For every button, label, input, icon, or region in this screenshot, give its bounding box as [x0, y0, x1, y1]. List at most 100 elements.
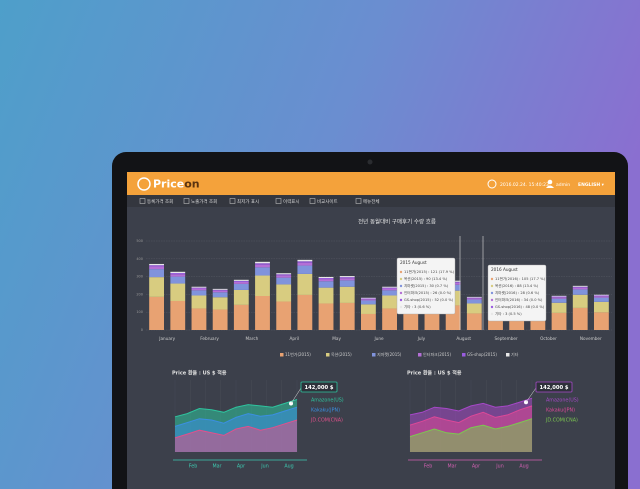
- price-chart: Price 환율 : US $ 적용 Amazone(US) Kakaku(JPN)…: [172, 370, 344, 470]
- series-label: JD.COM(CNA): [310, 418, 343, 424]
- tooltip-line: 인터파크(2015) : 26 (0.0 %): [404, 290, 452, 295]
- tooltip-bullet: [490, 277, 494, 281]
- logo: Priceon: [153, 178, 200, 191]
- bar-segment: [276, 277, 292, 285]
- tooltip-line: 기타 : 3 (0.5 %): [495, 311, 522, 316]
- bar-segment: [551, 296, 567, 298]
- user-icon: [547, 179, 553, 185]
- bar-segment: [551, 297, 567, 299]
- datetime: 2016.02.24. 15:40:23: [500, 182, 549, 188]
- bar-segment: [233, 279, 249, 281]
- tooltip-bullet: [399, 284, 403, 288]
- x-tick-label: Apr: [472, 464, 480, 470]
- bar-segment: [297, 265, 313, 274]
- bar-segment: [212, 292, 228, 298]
- area: [410, 418, 532, 452]
- bar-segment: [318, 281, 334, 288]
- bar-segment: [360, 299, 376, 301]
- bar-segment: [424, 311, 440, 330]
- bar-segment: [360, 313, 376, 330]
- tooltip-line: GS-shop(2015) : 52 (0.0 %): [404, 298, 454, 302]
- bar-segment: [149, 269, 165, 278]
- bar-segment: [149, 296, 165, 330]
- legend-swatch: [418, 353, 422, 357]
- bar-segment: [255, 263, 270, 265]
- nav: 등록가격 조회 노출가격 조회 최저가 표시 이력표시 비교사이트 메뉴전체: [139, 198, 380, 205]
- tooltip-bullet: [490, 291, 494, 295]
- nav-item[interactable]: 메뉴전체: [363, 198, 380, 205]
- x-tick-label: May: [332, 336, 341, 341]
- nav-icon: [139, 198, 146, 204]
- tooltip-bullet: [399, 291, 403, 295]
- bar-segment: [339, 302, 355, 330]
- bar-segment: [191, 286, 207, 288]
- bar-segment: [466, 313, 482, 330]
- nav-item[interactable]: 등록가격 조회: [147, 198, 173, 205]
- bar-segment: [339, 280, 355, 287]
- bar-segment: [593, 301, 609, 313]
- callout-leader: [525, 387, 537, 403]
- bar-segment: [551, 298, 567, 303]
- bar-segment: [149, 277, 165, 297]
- bar-segment: [170, 283, 186, 301]
- bar-segment: [360, 298, 376, 300]
- nav-item[interactable]: 이력표시: [283, 198, 300, 205]
- language[interactable]: ENGLISH ▾: [578, 182, 605, 188]
- logo-accent: on: [184, 178, 199, 191]
- main-chart-title: 전년 동월대비 구매후기 수량 흐름: [358, 218, 436, 226]
- bar-segment: [212, 290, 228, 293]
- bar-segment: [191, 287, 207, 289]
- area-line: [409, 418, 533, 438]
- bar-segment: [276, 274, 292, 276]
- legend-swatch: [280, 353, 284, 357]
- bar-segment: [318, 276, 334, 279]
- x-tick-label: Feb: [424, 464, 433, 470]
- callout-box: [535, 381, 573, 393]
- callout: 142,000 $: [304, 385, 333, 391]
- bar-segment: [233, 280, 249, 282]
- bar-segment: [551, 312, 567, 330]
- nav-item[interactable]: 노출가격 조회: [191, 198, 217, 205]
- nav-bar: [127, 195, 615, 207]
- x-tick-label: Jun: [260, 464, 269, 470]
- area: [175, 420, 297, 452]
- nav-icon: [355, 198, 362, 204]
- y-tick-label: 400: [136, 257, 143, 261]
- tooltip-title: 2015 August: [400, 260, 427, 265]
- x-tick-label: July: [417, 336, 426, 341]
- bar-segment: [255, 275, 270, 297]
- bar-segment: [466, 303, 482, 314]
- tooltip-line: GS-shop(2016) : 48 (0.0 %): [495, 305, 545, 309]
- bar-segment: [255, 267, 270, 276]
- bar-segment: [276, 284, 292, 302]
- legend-swatch: [462, 353, 466, 357]
- x-tick-label: March: [246, 336, 259, 341]
- legend-swatch: [506, 353, 510, 357]
- bar-segment: [255, 296, 270, 330]
- bar-segment: [339, 276, 355, 278]
- legend-swatch: [372, 353, 376, 357]
- tooltip-bullet: [399, 298, 403, 302]
- bar-segment: [255, 261, 270, 264]
- area-line: [409, 405, 533, 426]
- user-icon-body: [546, 185, 554, 188]
- series-label: JD.COM(CNA): [545, 418, 578, 424]
- bar-segment: [551, 295, 567, 297]
- x-tick-label: February: [200, 336, 219, 341]
- x-tick-label: January: [158, 336, 175, 341]
- legend-label: 11번가(2015): [285, 351, 311, 357]
- tooltip-line: 인터파크(2016) : 34 (0.0 %): [495, 297, 543, 302]
- nav-item[interactable]: 최저가 표시: [237, 198, 259, 205]
- y-tick-label: 100: [136, 310, 143, 314]
- bar-segment: [233, 283, 249, 290]
- bar-segment: [212, 288, 228, 290]
- bar-segment: [382, 295, 398, 309]
- y-tick-label: 300: [136, 275, 143, 279]
- bar-segment: [572, 286, 588, 288]
- bar-segment: [170, 273, 186, 275]
- tooltip: [487, 264, 547, 322]
- nav-item[interactable]: 비교사이트: [317, 198, 338, 205]
- user[interactable]: admin: [556, 182, 570, 188]
- bar-segment: [297, 273, 313, 295]
- y-tick-label: 0: [141, 328, 143, 332]
